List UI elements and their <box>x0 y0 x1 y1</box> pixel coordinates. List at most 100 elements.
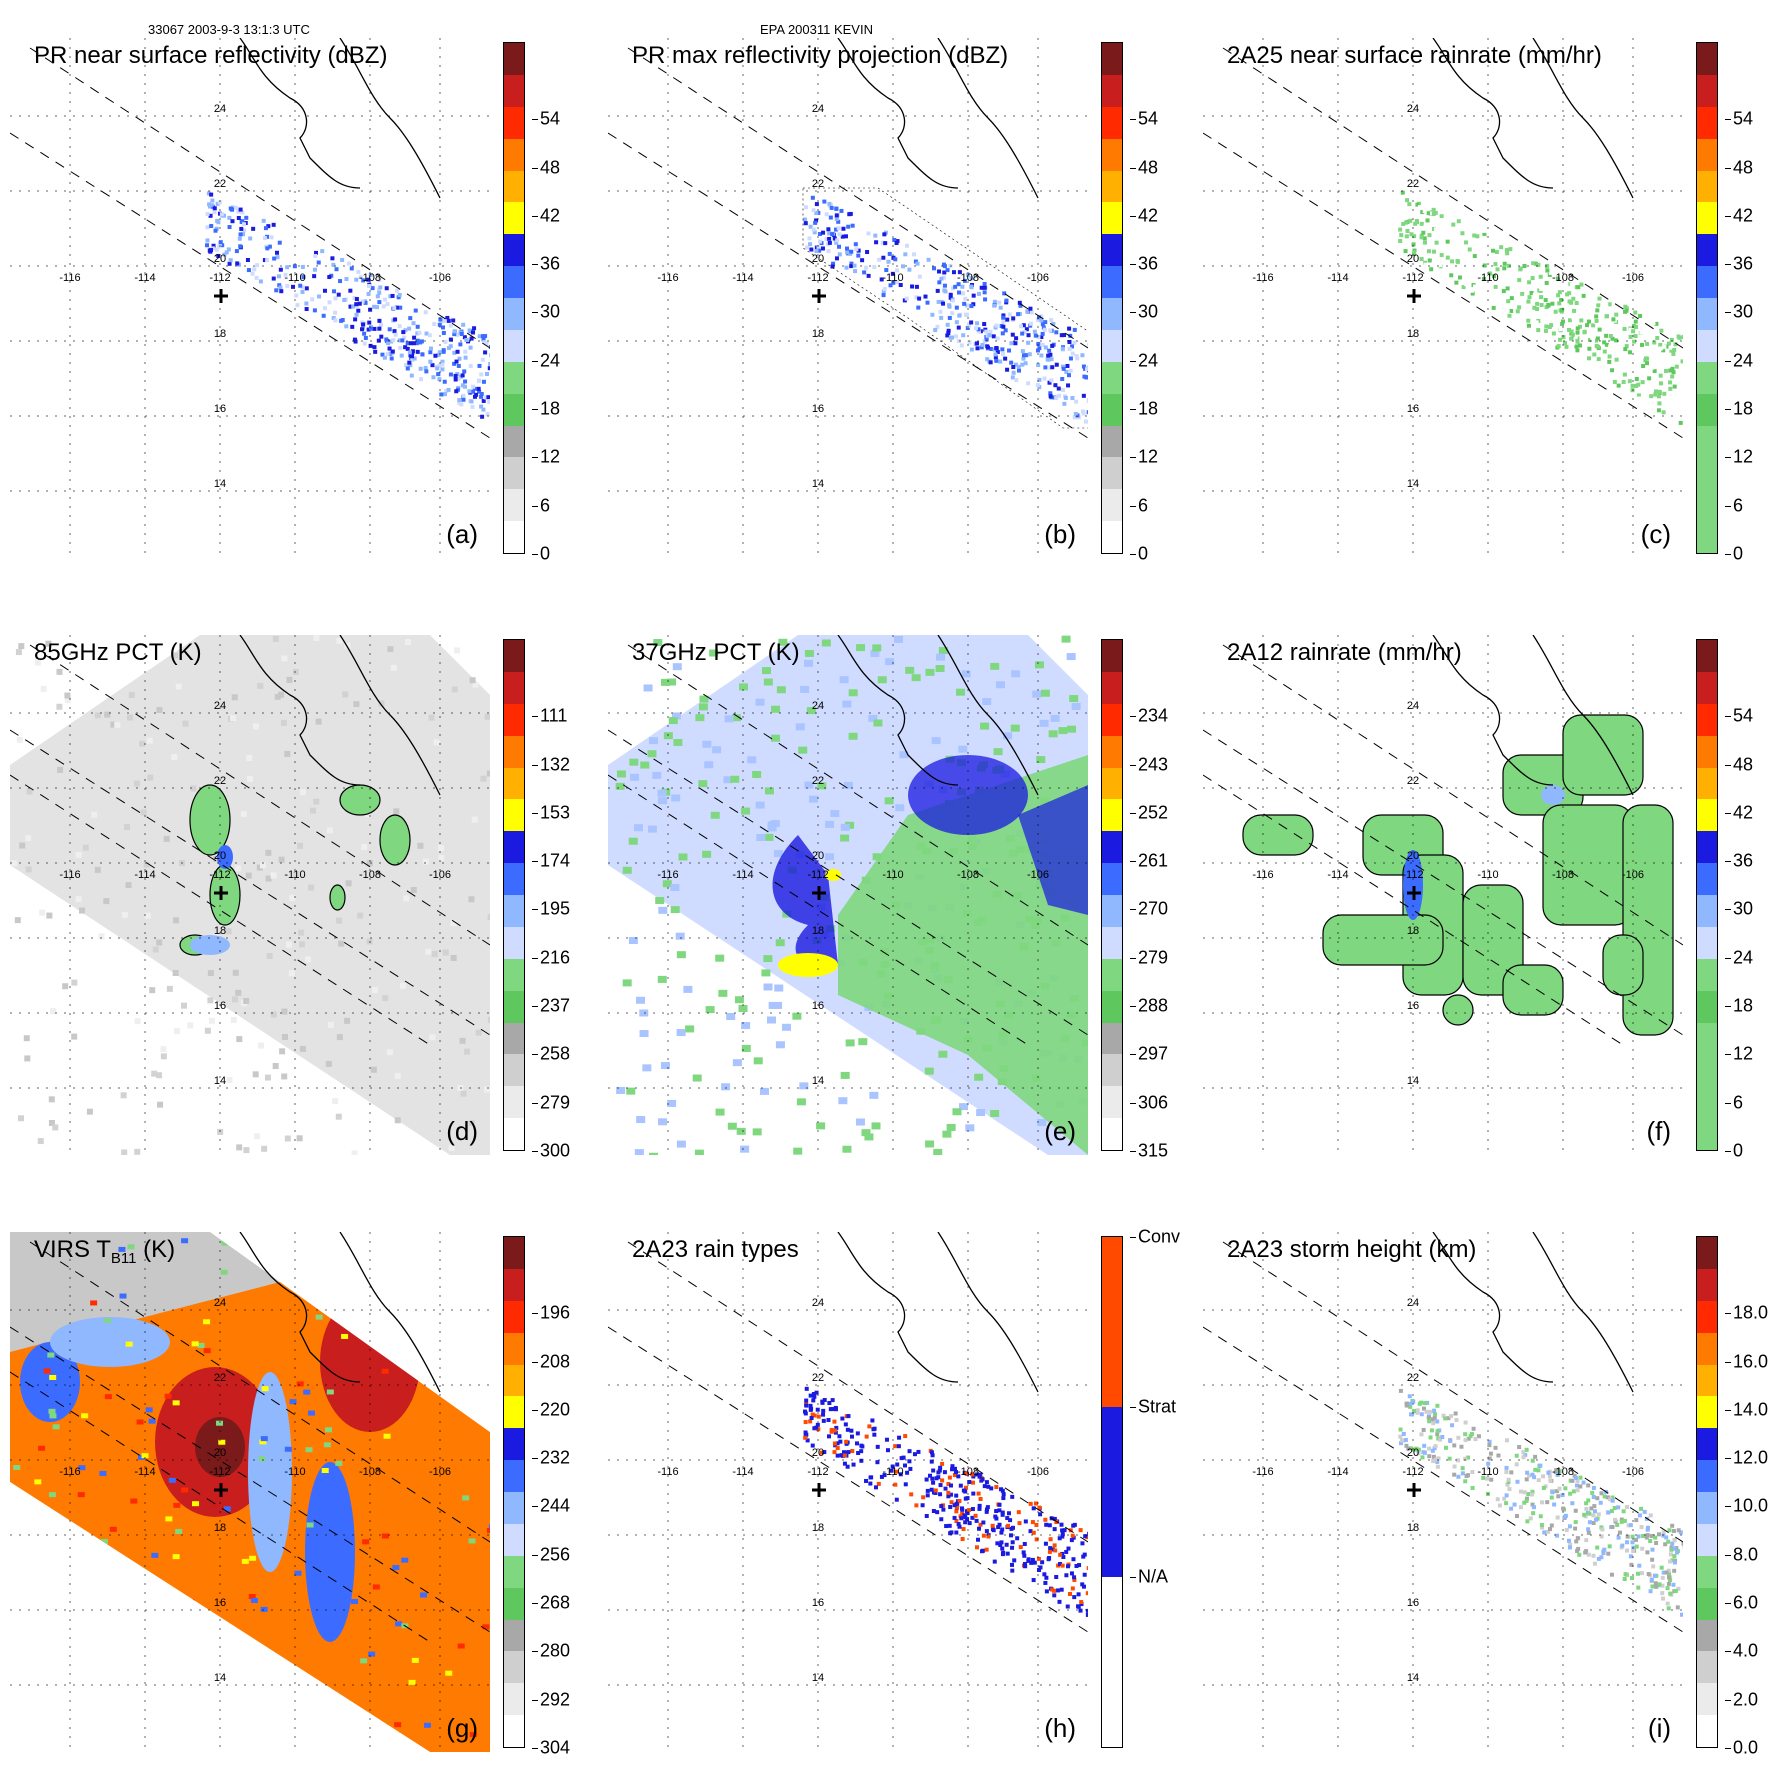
colorbar-segment <box>504 799 524 832</box>
lat-label: 14 <box>812 1075 824 1087</box>
colorbar <box>1101 639 1123 1151</box>
colorbar-segment <box>1102 895 1122 927</box>
colorbar <box>503 42 525 554</box>
lat-label: 16 <box>812 1597 824 1609</box>
colorbar-tick <box>1725 1361 1731 1363</box>
colorbar-tick <box>1725 457 1731 459</box>
colorbar-segment <box>504 138 524 171</box>
colorbar-segment <box>1697 1619 1717 1652</box>
colorbar-segment <box>504 1587 524 1620</box>
colorbar-tick <box>1725 1603 1731 1605</box>
colorbar-segment <box>504 1651 524 1684</box>
lat-label: 18 <box>214 925 226 937</box>
colorbar-segment <box>1697 1523 1717 1556</box>
colorbar-tick <box>532 554 538 555</box>
lon-label: -106 <box>1027 1466 1049 1478</box>
colorbar-tick-label: 6 <box>1138 495 1149 516</box>
colorbar-segment <box>1102 831 1122 864</box>
colorbar-segment <box>504 1715 524 1747</box>
colorbar-tick <box>1725 1054 1731 1056</box>
colorbar-segment <box>1697 1396 1717 1429</box>
colorbar-segment <box>1102 521 1122 553</box>
colorbar-tick-label: 12.0 <box>1733 1447 1769 1468</box>
lat-label: 18 <box>1407 328 1419 340</box>
lon-label: -114 <box>134 1466 155 1478</box>
colorbar-segment <box>1697 1268 1717 1301</box>
panel-b: 24 22 20 18 16 14 -116 -114 -112 -110 -108 -106 PR m… <box>608 38 1158 564</box>
colorbar-ticks: 0 6 12 18 24 30 36 42 48 54 <box>1725 38 1771 564</box>
colorbar-segment <box>504 1118 524 1150</box>
colorbar-tick-label: 268 <box>540 1592 571 1613</box>
colorbar-tick-label: 48 <box>1733 754 1754 775</box>
map-e: 24 22 20 18 16 14 -116 -114 -112 -110 -108 -106 <box>608 635 1088 1155</box>
colorbar-tick <box>1725 1699 1731 1701</box>
colorbar-ticks: 315 306 297 288 279 270 261 252 243 234 <box>1130 635 1210 1161</box>
colorbar-tick <box>1725 1506 1731 1508</box>
lon-label: -116 <box>657 869 678 881</box>
colorbar-tick <box>532 861 538 863</box>
colorbar-tick <box>532 409 538 411</box>
colorbar-ticks: 304 292 280 268 256 244 232 220 208 196 <box>532 1232 612 1758</box>
colorbar-segment <box>504 1300 524 1333</box>
colorbar-tick-label: 132 <box>540 754 571 775</box>
colorbar-tick <box>532 119 538 121</box>
colorbar-segment <box>1102 863 1122 895</box>
lat-label: 20 <box>812 253 824 265</box>
colorbar-segment <box>1697 1492 1717 1524</box>
colorbar-tick-label: 12 <box>1733 446 1754 467</box>
colorbar-segment <box>504 1619 524 1652</box>
colorbar-tick <box>1130 812 1136 814</box>
lon-label: -110 <box>1477 272 1498 284</box>
colorbar-segment <box>1697 489 1717 522</box>
lat-label: 22 <box>1407 178 1419 190</box>
colorbar-tick-label: 315 <box>1138 1140 1169 1161</box>
colorbar-tick <box>532 360 538 362</box>
colorbar-tick-label: 252 <box>1138 802 1169 823</box>
colorbar-segment <box>1697 234 1717 267</box>
lon-label: -114 <box>732 1466 753 1478</box>
colorbar-segment <box>504 735 524 768</box>
lon-label: -112 <box>807 1466 828 1478</box>
lat-label: 24 <box>214 1297 226 1309</box>
colorbar-segment <box>1697 703 1717 736</box>
colorbar-ticks: N/A Strat Conv <box>1130 1227 1210 1752</box>
storm-name-header: EPA 200311 KEVIN <box>760 22 873 37</box>
colorbar-segment <box>1102 393 1122 426</box>
colorbar-tick <box>532 1102 538 1104</box>
lon-label: -108 <box>359 1466 381 1478</box>
orbit-time-header: 33067 2003-9-3 13:1:3 UTC <box>148 22 310 37</box>
colorbar-tick <box>532 1006 538 1008</box>
colorbar-tick <box>532 215 538 217</box>
colorbar-segment <box>1102 425 1122 458</box>
colorbar-tick-label: Strat <box>1138 1396 1177 1417</box>
colorbar-tick-label: 292 <box>540 1689 571 1710</box>
colorbar-tick <box>1130 957 1136 959</box>
lon-label: -112 <box>209 1466 230 1478</box>
colorbar-segment <box>504 1268 524 1301</box>
lat-label: 20 <box>1407 1447 1419 1459</box>
colorbar-tick <box>532 1651 538 1653</box>
colorbar-tick-label: 256 <box>540 1544 571 1565</box>
colorbar-tick-label: 261 <box>1138 850 1169 871</box>
lat-label: 20 <box>214 850 226 862</box>
colorbar-tick-label: 258 <box>540 1043 571 1064</box>
colorbar-segment <box>504 863 524 895</box>
lon-label: -110 <box>882 1466 903 1478</box>
colorbar-tick <box>1130 909 1136 911</box>
colorbar-tick-label: 6 <box>540 495 551 516</box>
colorbar-segment <box>1102 799 1122 832</box>
lat-label: 24 <box>812 103 824 115</box>
colorbar-tick <box>532 1554 538 1556</box>
lat-label: 16 <box>214 1000 226 1012</box>
panel-label: (d) <box>446 1116 478 1146</box>
lat-label: 16 <box>214 403 226 415</box>
colorbar-segment <box>1102 170 1122 203</box>
lat-label: 24 <box>812 700 824 712</box>
colorbar-tick-label: 153 <box>540 802 571 823</box>
colorbar-segment <box>1102 671 1122 704</box>
lat-label: 14 <box>214 1075 226 1087</box>
colorbar-segment <box>1697 43 1717 75</box>
colorbar-tick <box>1130 312 1136 314</box>
panel-label: (i) <box>1647 1713 1671 1743</box>
colorbar-tick <box>532 457 538 459</box>
